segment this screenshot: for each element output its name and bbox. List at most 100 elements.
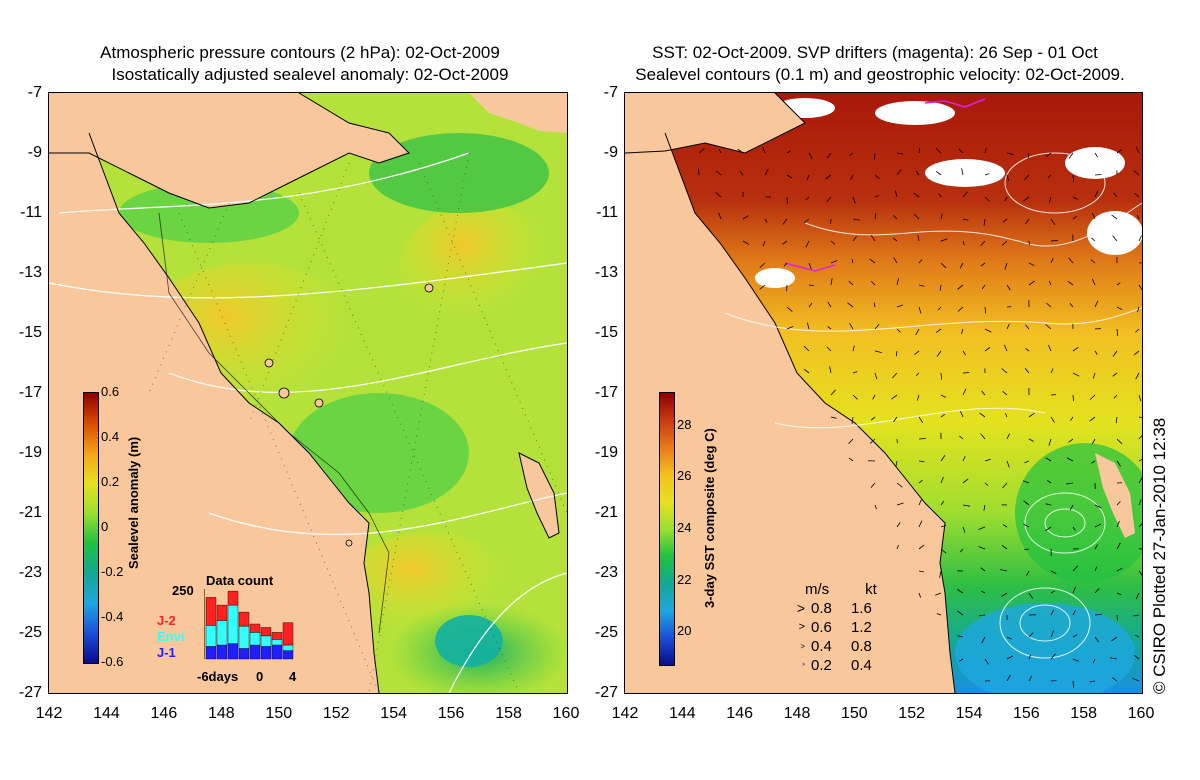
velocity-vector (1047, 174, 1052, 179)
right-map: 3-day SST composite (deg C) m/s kt >0.8 1… (624, 92, 1143, 694)
velocity-vector (918, 306, 922, 314)
velocity-vector (939, 570, 942, 578)
velocity-vector (1024, 174, 1030, 181)
velocity-vector (984, 196, 990, 202)
velocity-vector (1134, 193, 1140, 198)
velocity-vector (1113, 394, 1118, 399)
velocity-vector (830, 416, 837, 419)
velocity-vector (849, 322, 854, 330)
velocity-vector (1003, 344, 1008, 352)
velocity-vector (1072, 526, 1076, 531)
velocity-vector (1116, 149, 1123, 154)
velocity-vector (984, 306, 987, 314)
velocity-vector (852, 394, 858, 400)
velocity-vector (1072, 565, 1079, 572)
velocity-vector (803, 368, 810, 374)
velocity-vector (959, 435, 964, 440)
velocity-vector (1116, 542, 1121, 550)
velocity-vector (1116, 520, 1120, 528)
velocity-vector (939, 284, 942, 291)
velocity-vector (1066, 482, 1074, 485)
velocity-vector (1068, 152, 1074, 159)
velocity-vector (830, 389, 836, 396)
velocity-vector (847, 302, 854, 308)
data-count-xlabel-start: -6days (197, 669, 239, 684)
velocity-vector (984, 173, 990, 176)
velocity-vector (827, 301, 832, 308)
velocity-arrow-icon: > (796, 600, 805, 616)
velocity-vector (1072, 680, 1075, 689)
left-y-tick-9: -25 (18, 624, 42, 641)
velocity-vector (852, 196, 856, 204)
velocity-legend-kt: 1.2 (851, 619, 872, 636)
velocity-vector (872, 394, 876, 400)
velocity-vector (957, 306, 964, 312)
left-x-tick-8: 158 (495, 705, 522, 722)
velocity-vector (935, 147, 942, 154)
velocity-vector (960, 411, 964, 418)
velocity-vector (762, 146, 766, 154)
velocity-vector (874, 195, 879, 198)
velocity-vector (1111, 677, 1118, 682)
legend-envi: Envi (157, 629, 185, 644)
velocity-vector (762, 240, 766, 247)
data-count-bar-envi (238, 625, 250, 649)
velocity-vector (874, 372, 878, 380)
velocity-vector (870, 234, 876, 242)
velocity-vector (1028, 592, 1034, 599)
velocity-vector (959, 658, 964, 662)
velocity-vector (1069, 303, 1074, 308)
right-y-tick-8: -23 (594, 564, 618, 581)
pressure-contour (58, 152, 470, 214)
velocity-vector (1072, 346, 1079, 352)
left-title-line1: Atmospheric pressure contours (2 hPa): 0… (100, 43, 500, 62)
left-y-tick-0: -7 (27, 84, 42, 101)
left-y-tick-2: -11 (20, 204, 42, 221)
data-count-bar-j2 (216, 604, 228, 621)
velocity-vector (1006, 284, 1011, 291)
velocity-vector (962, 240, 965, 246)
velocity-vector (1116, 567, 1123, 572)
velocity-vector (1072, 658, 1079, 662)
velocity-vector (870, 280, 876, 286)
velocity-vector (1002, 482, 1008, 489)
velocity-vector (980, 590, 986, 594)
velocity-legend-ms-header: m/s (805, 581, 830, 598)
velocity-vector (896, 482, 903, 488)
velocity-vector (759, 262, 766, 268)
legend-j1: J-1 (157, 645, 176, 660)
velocity-legend: m/s kt >0.8 1.6 >0.6 1.2 >0.4 0.8 >0.2 0.4 (785, 580, 877, 675)
velocity-vector (1002, 390, 1008, 396)
velocity-vector (1068, 438, 1074, 443)
velocity-vector (1091, 460, 1096, 464)
velocity-vector (918, 259, 923, 264)
velocity-vector (759, 284, 766, 290)
velocity-vector (1050, 416, 1055, 423)
data-count-bar-envi (282, 644, 294, 651)
velocity-vector (1138, 262, 1142, 264)
velocity-vector (851, 416, 854, 424)
data-count-bar-envi (260, 635, 272, 647)
sealevel-contours (724, 152, 1142, 659)
velocity-vector (1132, 678, 1140, 682)
right-cbar-ticks-label-2: 24 (677, 520, 692, 535)
data-count-bar-j1 (260, 646, 272, 660)
velocity-vector (1047, 480, 1052, 484)
velocity-vector (896, 522, 901, 528)
sst-colorbar (659, 392, 675, 666)
velocity-vector (959, 262, 964, 269)
velocity-vector (1112, 372, 1118, 377)
right-y-tick-7: -21 (594, 504, 618, 521)
positive-anomaly-region (399, 203, 559, 343)
right-map-canvas (625, 93, 1142, 693)
velocity-vector (962, 191, 968, 198)
island (278, 387, 290, 399)
velocity-vector (958, 148, 964, 154)
data-count-bar-j2 (271, 632, 283, 640)
velocity-vector (1004, 262, 1008, 270)
velocity-vector (940, 238, 948, 242)
velocity-vector (981, 390, 986, 396)
velocity-vector (1113, 192, 1118, 198)
velocity-vector (1112, 350, 1118, 357)
velocity-vector (1000, 569, 1008, 572)
